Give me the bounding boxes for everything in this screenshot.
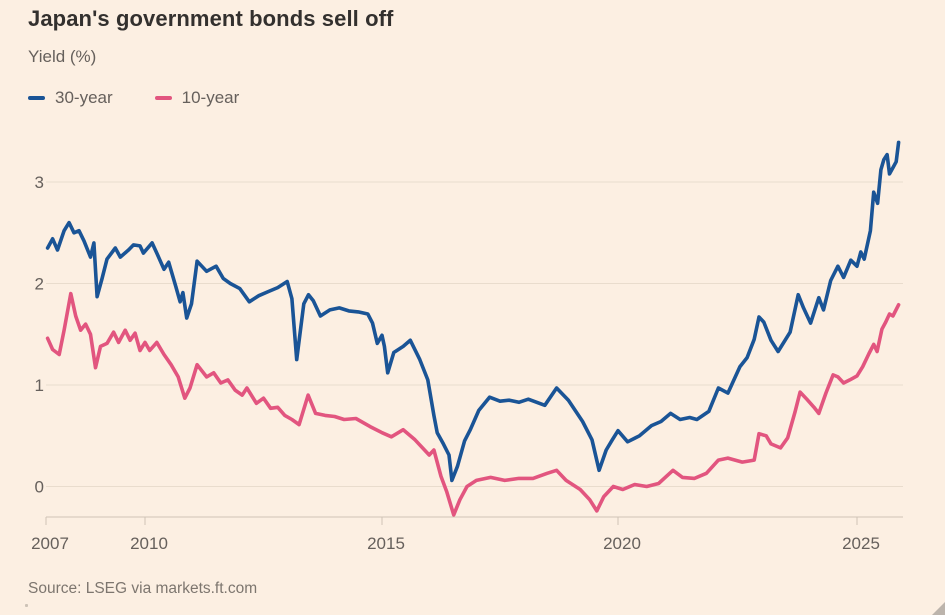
y-tick-label-1: 1	[35, 376, 44, 395]
legend-item-30-year: 30-year	[28, 88, 113, 108]
series-line-30-year	[45, 140, 901, 483]
legend-item-10-year: 10-year	[154, 88, 240, 108]
source-note: Source: LSEG via markets.ft.com	[28, 580, 258, 597]
series-line-10-year	[45, 291, 901, 517]
legend-label: 10-year	[181, 88, 240, 107]
legend-label: 30-year	[55, 88, 113, 107]
x-tick-label-2007: 2007	[31, 534, 69, 553]
resize-grip[interactable]	[932, 602, 945, 615]
y-tick-label-3: 3	[35, 173, 44, 192]
x-tick-label-2010: 2010	[130, 534, 168, 553]
y-tick-label-2: 2	[35, 275, 44, 294]
chart-title: Japan's government bonds sell off	[28, 6, 394, 31]
legend-swatch-10-year	[154, 96, 172, 100]
x-tick-label-2015: 2015	[367, 534, 405, 553]
y-tick-label-0: 0	[35, 478, 44, 497]
x-tick-label-2020: 2020	[603, 534, 641, 553]
chart-legend: 30-year 10-year	[28, 88, 239, 108]
artifact-dot	[25, 604, 28, 607]
legend-swatch-30-year	[28, 96, 45, 100]
x-tick-label-2025: 2025	[842, 534, 880, 553]
chart-subtitle: Yield (%)	[28, 47, 97, 66]
